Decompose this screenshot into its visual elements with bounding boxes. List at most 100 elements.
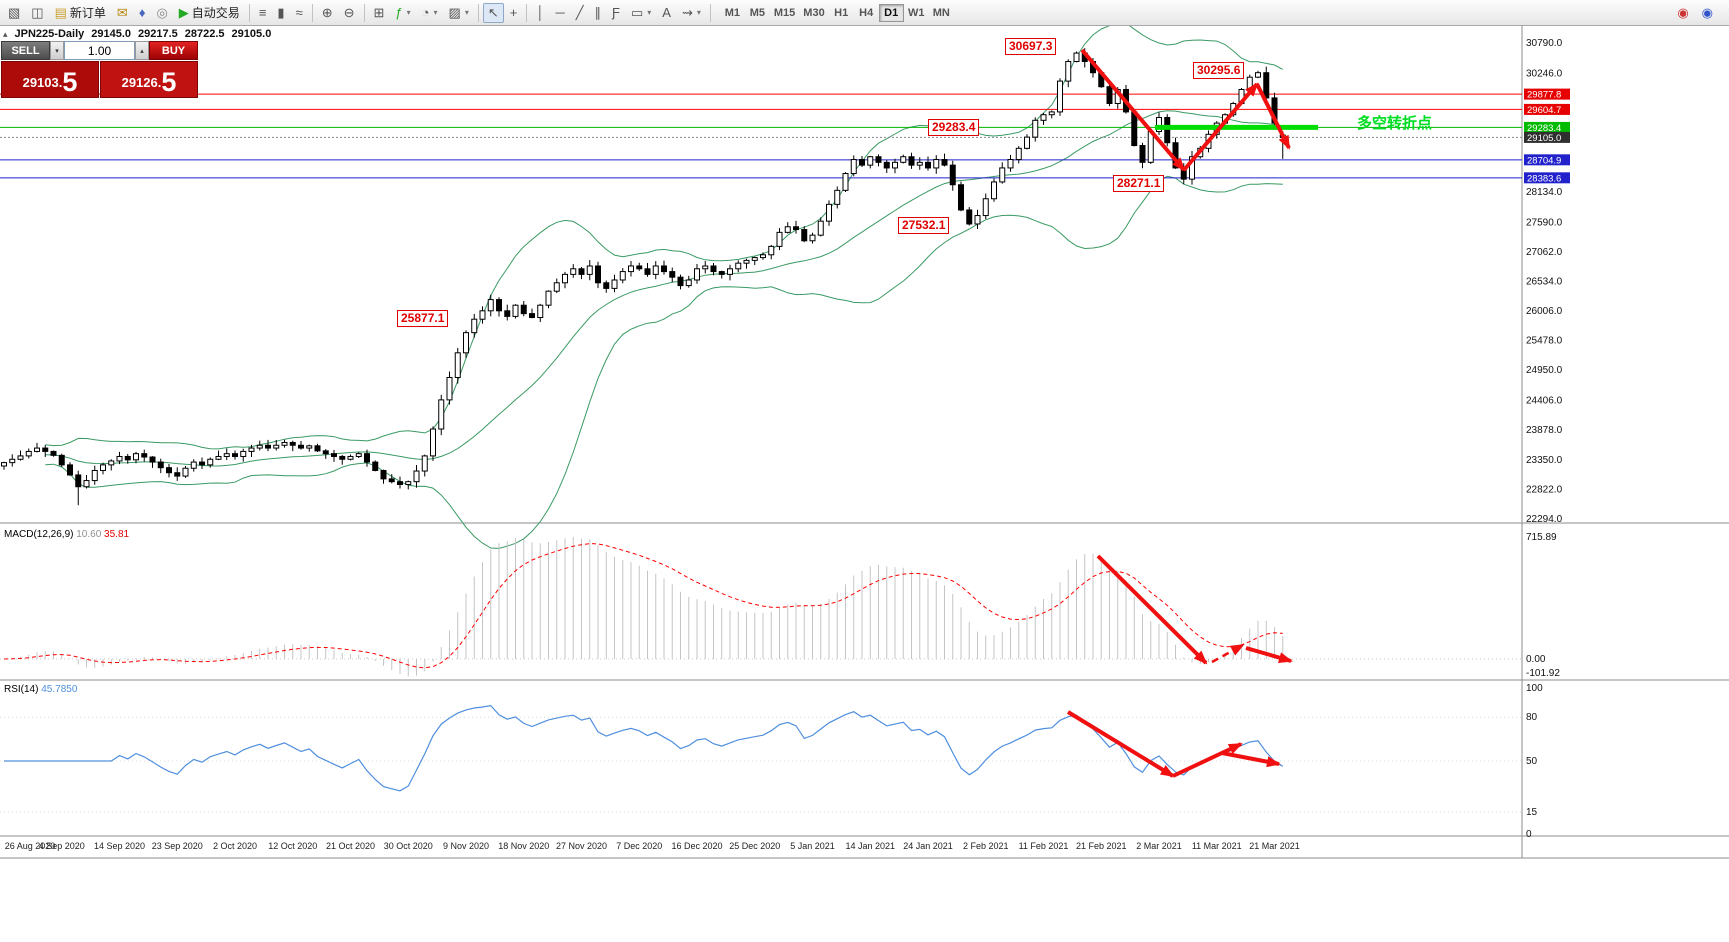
macd-arrow-object[interactable] (1211, 643, 1245, 664)
chart-window-icon: ▴ (3, 29, 8, 39)
rsi-arrow-object[interactable] (1221, 751, 1281, 768)
price-tick-label: 30246.0 (1526, 68, 1563, 79)
price-badge-label: 29283.4 (1527, 123, 1561, 134)
rsi-arrow-object[interactable] (1066, 710, 1175, 778)
dropdown-arrow-icon[interactable]: ▾ (433, 8, 438, 17)
navigator-button[interactable]: ◎ (151, 3, 172, 23)
main-arrow-object[interactable] (1182, 82, 1259, 172)
timeframe-h4-button[interactable]: H4 (854, 4, 879, 22)
buy-button[interactable]: BUY (149, 41, 198, 60)
macd-scale-top: 715.89 (1526, 532, 1557, 543)
timeframe-w1-button[interactable]: W1 (904, 4, 929, 22)
timeframe-m5-button[interactable]: M5 (745, 4, 770, 22)
sell-price-main: 29103. (22, 75, 63, 90)
toolbar-separator (248, 3, 250, 22)
date-label: 27 Nov 2020 (556, 841, 607, 851)
horizontal-lines (0, 93, 1522, 179)
autotrade-button[interactable]: ▶ 自动交易 (174, 3, 245, 23)
toolbar-separator (709, 3, 711, 22)
zoom-out-button[interactable]: ⊖ (339, 3, 360, 23)
candlesticks (1, 48, 1286, 506)
bollinger-bands (45, 21, 1284, 549)
candlestick-chart-icon: ▮ (277, 5, 285, 20)
price-axis[interactable]: 30790.0 30246.0 28134.0 27590.0 27062.0 26534… (1524, 38, 1570, 525)
timeframe-m1-button[interactable]: M1 (720, 4, 745, 22)
navigator-icon: ◎ (156, 5, 168, 20)
fibonacci-button[interactable]: Ƒ (607, 3, 625, 23)
help-button[interactable]: ◉ (1697, 3, 1718, 23)
dropdown-arrow-icon[interactable]: ▾ (406, 8, 411, 17)
candlestick-chart-button[interactable]: ▮ (272, 3, 289, 23)
rsi-scale-label: 50 (1526, 756, 1538, 767)
rsi-label: RSI(14) 45.7850 (4, 684, 78, 695)
tile-windows-icon: ⊞ (373, 5, 385, 20)
price-badge (1524, 131, 1570, 143)
buy-price-display[interactable]: 29126. 5 (100, 61, 198, 98)
price-tick-label: 25478.0 (1526, 336, 1563, 347)
text-label-button[interactable]: A (657, 3, 676, 23)
trendline-button[interactable]: ╱ (571, 3, 589, 23)
toolbar-separator (311, 3, 313, 22)
date-label: 25 Dec 2020 (729, 841, 780, 851)
rsi-arrow-object[interactable] (1172, 742, 1243, 778)
templates-button[interactable]: ▨ ▾ (444, 3, 474, 23)
arrow-objects-button[interactable]: ⇝ ▾ (677, 3, 706, 23)
volume-increase-button[interactable]: ▴ (135, 41, 149, 60)
periods-button[interactable]: ◔ ▾ (417, 3, 443, 23)
rsi-scale-label: 15 (1526, 807, 1538, 818)
channel-icon: ∥ (594, 5, 602, 20)
trendline-icon: ╱ (575, 5, 584, 20)
timeframe-mn-button[interactable]: MN (929, 4, 954, 22)
crosshair-button[interactable]: + (505, 3, 523, 23)
data-window-button[interactable]: ♦ (134, 3, 151, 23)
bar-chart-button[interactable]: ≡ (254, 3, 272, 23)
chart-profiles-button[interactable]: ◫ (26, 3, 48, 23)
trend-arrows (1066, 48, 1293, 778)
date-label: 18 Nov 2020 (498, 841, 549, 851)
dropdown-arrow-icon[interactable]: ▾ (647, 8, 652, 17)
toolbar-right-icons: ◉ ◉ (1672, 3, 1726, 23)
indicators-button[interactable]: ƒ ▾ (390, 3, 415, 23)
macd-scale-bottom: -101.92 (1526, 668, 1560, 679)
toolbar-separator (526, 3, 528, 22)
timeframe-m30-button[interactable]: M30 (799, 4, 828, 22)
timeframe-d1-button[interactable]: D1 (878, 3, 904, 22)
date-label: 2 Oct 2020 (213, 841, 257, 851)
price-badge (1524, 172, 1570, 184)
price-tick-label: 28134.0 (1526, 187, 1563, 198)
line-chart-button[interactable]: ≈ (291, 3, 308, 23)
dropdown-arrow-icon[interactable]: ▾ (696, 8, 701, 17)
timeframe-h1-button[interactable]: H1 (829, 4, 854, 22)
shapes-button[interactable]: ▭ ▾ (626, 3, 656, 23)
market-watch-button[interactable]: ✉ (112, 3, 133, 23)
zoom-in-button[interactable]: ⊕ (317, 3, 338, 23)
main-arrow-object[interactable] (1255, 83, 1291, 150)
autotrade-icon: ▶ (178, 5, 189, 20)
volume-decrease-button[interactable]: ▾ (50, 41, 64, 60)
help-icon: ◉ (1701, 5, 1713, 20)
cursor-button[interactable]: ↖ (482, 2, 504, 23)
timeframe-group: M1 M5 M15 M30 H1 H4 D1 W1 MN (720, 3, 954, 22)
price-tick-label: 23878.0 (1526, 425, 1563, 436)
timeframe-m15-button[interactable]: M15 (770, 4, 799, 22)
macd-arrow-object[interactable] (1096, 554, 1208, 665)
vertical-line-button[interactable]: │ (531, 3, 549, 23)
sell-price-display[interactable]: 29103. 5 (1, 61, 99, 98)
volume-input[interactable] (64, 41, 135, 60)
main-arrow-object[interactable] (1080, 48, 1186, 172)
macd-arrow-object[interactable] (1245, 646, 1293, 663)
new-order-button[interactable]: ▤ 新订单 (50, 3, 111, 23)
tile-windows-button[interactable]: ⊞ (369, 3, 390, 23)
new-chart-icon: ▧ (8, 5, 21, 20)
dropdown-arrow-icon[interactable]: ▾ (464, 8, 469, 17)
channel-button[interactable]: ∥ (590, 3, 607, 23)
sell-button[interactable]: SELL (1, 41, 50, 60)
community-button[interactable]: ◉ (1672, 3, 1693, 23)
chart-profiles-icon: ◫ (31, 5, 44, 20)
date-label: 9 Nov 2020 (443, 841, 489, 851)
fibonacci-icon: Ƒ (612, 5, 620, 20)
new-chart-button[interactable]: ▧ (3, 3, 25, 23)
horizontal-line-button[interactable]: ─ (550, 3, 569, 23)
